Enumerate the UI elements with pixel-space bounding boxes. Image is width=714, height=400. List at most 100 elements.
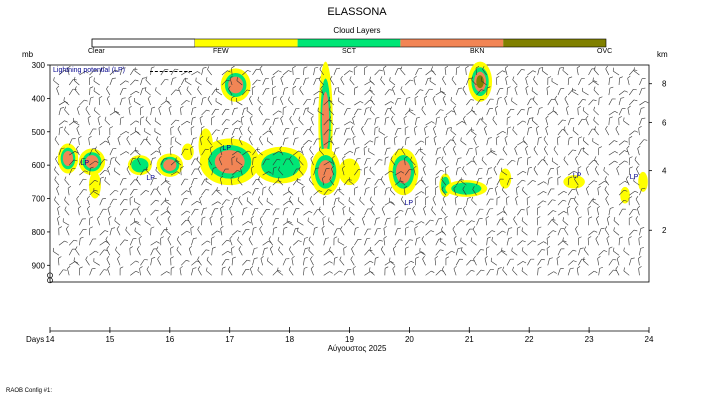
wind-barb-1077 xyxy=(572,127,579,136)
wind-barb-667 xyxy=(374,228,381,236)
wind-barb-1094 xyxy=(582,87,589,96)
wind-barb-1115 xyxy=(593,86,599,96)
wind-barb-340 xyxy=(221,108,230,116)
wind-barb-421 xyxy=(262,78,269,86)
wind-barb-833 xyxy=(455,207,462,216)
wind-barb-979 xyxy=(526,196,531,206)
wind-barb-449 xyxy=(272,150,282,156)
wind-barb-1130 xyxy=(595,235,599,246)
wind-barb-1149 xyxy=(606,215,611,226)
config-label: RAOB Config #1: xyxy=(6,388,53,394)
wind-barb-447 xyxy=(269,125,274,136)
wind-barb-971 xyxy=(527,117,533,126)
wind-barb-1097 xyxy=(585,115,589,126)
wind-barb-851 xyxy=(460,177,467,186)
wind-barb-801 xyxy=(442,95,447,106)
wind-barb-1198 xyxy=(639,78,646,86)
wind-barb-735 xyxy=(415,68,422,76)
wind-barb-472 xyxy=(278,166,284,176)
wind-barb-230 xyxy=(160,271,170,276)
wind-barb-635 xyxy=(364,118,372,126)
wind-barb-380 xyxy=(242,89,251,96)
wind-barb-410 xyxy=(252,178,260,186)
wind-barb-288 xyxy=(187,216,192,226)
wind-barb-615 xyxy=(350,125,355,136)
wind-barb-98 xyxy=(99,208,107,216)
wind-barb-980 xyxy=(526,206,531,216)
wind-barb-795 xyxy=(435,249,444,256)
wind-barb-484 xyxy=(292,78,300,86)
wind-barb-931 xyxy=(504,135,508,146)
wind-barb-1199 xyxy=(639,87,646,96)
wind-barb-228 xyxy=(156,246,162,256)
wind-barb-836 xyxy=(453,235,457,246)
wind-barb-857 xyxy=(460,237,467,246)
wind-barb-106 xyxy=(109,77,116,86)
wind-barb-919 xyxy=(496,230,506,236)
wind-barb-804 xyxy=(445,127,452,136)
wind-barb-142 xyxy=(116,226,121,236)
wind-barb-470 xyxy=(279,145,284,156)
wind-barb-588 xyxy=(343,70,353,76)
wind-barb-302 xyxy=(201,148,209,156)
wind-barb-1144 xyxy=(603,166,610,176)
wind-barb-354 xyxy=(221,250,231,256)
x-tick-label-24: 24 xyxy=(645,335,654,344)
wind-barb-219 xyxy=(160,158,168,166)
wind-barb-542 xyxy=(308,236,314,246)
wind-barb-568 xyxy=(330,75,335,86)
wind-barb-739 xyxy=(409,107,416,116)
wind-barb-634 xyxy=(364,107,370,116)
wind-barb-953 xyxy=(514,145,518,156)
wind-barb-351 xyxy=(220,215,224,226)
wind-barb-1174 xyxy=(616,255,620,266)
wind-barb-296 xyxy=(197,86,202,96)
cloud-patch-8-level-3 xyxy=(228,76,244,94)
wind-barb-782 xyxy=(435,116,441,126)
wind-barb-371 xyxy=(229,205,233,216)
wind-barb-887 xyxy=(481,116,487,126)
wind-barb-1056 xyxy=(563,126,569,136)
wind-barb-66 xyxy=(89,96,94,106)
wind-barb-28 xyxy=(68,138,76,146)
wind-barb-868 xyxy=(473,135,477,146)
month-label: Αύγουστος 2025 xyxy=(327,344,387,353)
wind-barb-769 xyxy=(425,196,429,206)
y-right-tick-label-2: 2 xyxy=(662,226,667,235)
wind-barb-1208 xyxy=(633,177,640,186)
wind-barb-1186 xyxy=(628,166,633,176)
wind-barb-391 xyxy=(238,196,243,206)
wind-barb-251 xyxy=(170,266,175,276)
wind-barb-404 xyxy=(249,115,253,126)
cloud-patch-11-level-3 xyxy=(318,160,334,184)
wind-barb-182 xyxy=(137,205,141,216)
x-axis-title: Days xyxy=(26,335,45,344)
wind-barb-367 xyxy=(231,170,241,176)
wind-barb-78 xyxy=(89,216,94,226)
wind-barb-250 xyxy=(170,256,174,266)
wind-barb-964 xyxy=(517,261,527,266)
wind-barb-420 xyxy=(259,65,263,76)
wind-barb-432 xyxy=(262,186,267,196)
wind-barb-566 xyxy=(323,271,333,276)
wind-barb-460 xyxy=(267,257,274,266)
wind-barb-749 xyxy=(412,205,416,216)
wind-barb-73 xyxy=(89,166,94,176)
wind-barb-1021 xyxy=(547,199,556,206)
wind-barb-918 xyxy=(496,218,504,226)
wind-barb-303 xyxy=(196,156,202,166)
wind-barb-916 xyxy=(496,196,501,206)
wind-barb-1065 xyxy=(562,217,569,226)
wind-barb-21 xyxy=(67,65,71,76)
wind-barb-1031 xyxy=(557,88,565,96)
wind-barb-83 xyxy=(89,268,96,276)
wind-barb-1180 xyxy=(627,105,631,116)
wind-barb-113 xyxy=(109,148,117,156)
wind-barb-18 xyxy=(52,247,60,256)
cloud-patches xyxy=(57,61,648,204)
wind-barb-674 xyxy=(384,89,393,96)
wind-barb-67 xyxy=(85,105,90,116)
wind-barb-598 xyxy=(341,165,346,176)
y-left-tick-label-500: 500 xyxy=(32,128,46,137)
wind-barb-125 xyxy=(107,265,111,276)
